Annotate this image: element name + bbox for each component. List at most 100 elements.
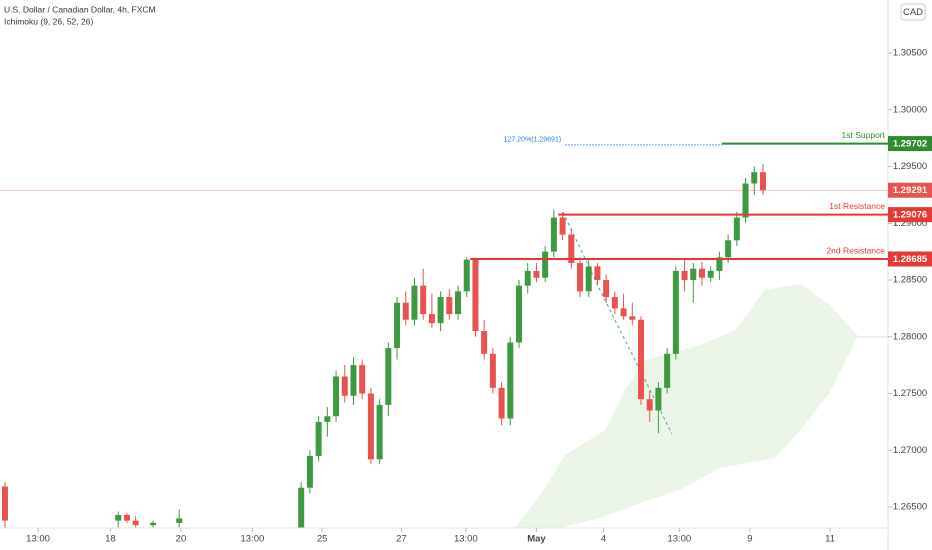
candle-body [394, 302, 401, 349]
candle-body [672, 270, 679, 354]
x-tick-label: 13:00 [667, 534, 691, 545]
candle-body [463, 259, 470, 292]
candle-body [176, 518, 183, 523]
indicator-label: Ichimoku (9, 26, 52, 26) [4, 16, 93, 26]
candle-body [646, 399, 653, 411]
level-price: 1.28685 [893, 254, 928, 265]
candle-body [481, 331, 488, 354]
candle-body [629, 316, 636, 320]
x-tick-label: 27 [396, 534, 407, 545]
candle-body [533, 270, 540, 278]
x-tick-label: 25 [317, 534, 328, 545]
candle-body [655, 387, 662, 411]
candle-body [716, 257, 723, 271]
x-tick-label: May [527, 534, 546, 545]
x-tick-label: 13:00 [241, 534, 265, 545]
y-tick-label: 1.29000 [893, 218, 927, 229]
last-price: 1.29291 [893, 185, 928, 196]
candle-body [350, 365, 357, 396]
y-tick-label: 1.27000 [893, 445, 927, 456]
candle-body [132, 520, 139, 526]
currency-label[interactable]: CAD [903, 7, 923, 18]
candle-body [115, 514, 122, 521]
candle-body [367, 393, 374, 460]
candle-body [341, 376, 348, 396]
candle-body [725, 240, 732, 258]
candle-body [550, 217, 557, 252]
candle-body [577, 262, 584, 292]
level-name: 2nd Resistance [826, 245, 885, 255]
candle-body [489, 353, 496, 388]
candle-body [420, 285, 427, 315]
x-tick-label: 13:00 [26, 534, 50, 545]
ichimoku-cloud [515, 284, 858, 528]
candle-body [603, 280, 610, 298]
y-tick-label: 1.28000 [893, 331, 927, 342]
level-price: 1.29702 [893, 139, 927, 150]
x-tick-label: 20 [176, 534, 187, 545]
candle-body [516, 285, 523, 343]
y-tick-label: 1.30500 [893, 48, 927, 59]
candle-body [437, 297, 444, 324]
last-price-box [888, 182, 932, 198]
candle-body [664, 353, 671, 388]
candle-body [315, 421, 322, 456]
candle-body [306, 455, 313, 488]
pattern-line [562, 211, 673, 435]
level-name: 1st Resistance [829, 201, 885, 211]
candle-body [611, 297, 618, 309]
candle-body [637, 319, 644, 400]
x-tick-label: 13:00 [454, 534, 478, 545]
candle-body [1, 486, 8, 521]
candle-body [698, 268, 705, 278]
candle-body [594, 266, 601, 281]
candle-body [585, 266, 592, 292]
currency-button[interactable] [900, 3, 926, 21]
candle-body [751, 172, 758, 184]
candle-body [733, 217, 740, 241]
candle-body [759, 172, 766, 191]
level-price-box [888, 136, 932, 152]
plot-area: 127.20%(1.29691) 1st Support 1st Resistanc… [0, 130, 888, 528]
x-tick-label: 18 [105, 534, 116, 545]
candle-body [707, 270, 714, 278]
y-tick-label: 1.30000 [893, 104, 927, 115]
chart-title: U.S. Dollar / Canadian Dollar, 4h, FXCM [4, 4, 156, 14]
candle-body [742, 183, 749, 218]
candle-body [150, 522, 157, 526]
x-tick-label: 4 [601, 534, 606, 545]
x-tick-label: 9 [747, 534, 752, 545]
x-tick-label: 11 [825, 534, 835, 545]
candle-body [472, 259, 479, 332]
candle-body [411, 285, 418, 320]
level-name: 1st Support [842, 130, 886, 140]
candle-body [524, 270, 531, 286]
y-tick-label: 1.28500 [893, 275, 927, 286]
candle-body [620, 308, 627, 317]
candle-body [359, 365, 366, 394]
candle-body [446, 297, 453, 315]
candle-body [402, 302, 409, 320]
y-tick-label: 1.27500 [893, 388, 927, 399]
candle-body [385, 348, 392, 405]
candle-body [498, 387, 505, 419]
candle-body [324, 416, 331, 422]
candle-body [298, 487, 305, 528]
candle-body [333, 376, 340, 417]
level-price: 1.29076 [893, 210, 927, 221]
candle-body [123, 514, 130, 521]
candle-body [568, 234, 575, 263]
candle-body [690, 268, 697, 281]
candle-body [559, 217, 566, 235]
candle-body [542, 251, 549, 278]
candle-body [507, 342, 514, 419]
candle-body [376, 404, 383, 460]
fib-label: 127.20%(1.29691) [504, 137, 562, 144]
candle-body [681, 270, 688, 281]
candle-body [428, 314, 435, 324]
y-tick-label: 1.26500 [893, 502, 927, 513]
candle-body [455, 291, 462, 315]
y-tick-label: 1.29500 [893, 161, 927, 172]
level-price-box [888, 207, 932, 223]
